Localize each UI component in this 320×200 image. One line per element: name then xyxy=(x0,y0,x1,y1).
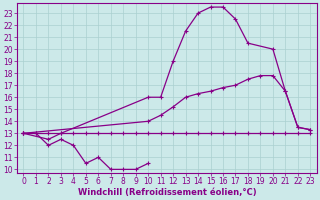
X-axis label: Windchill (Refroidissement éolien,°C): Windchill (Refroidissement éolien,°C) xyxy=(77,188,256,197)
